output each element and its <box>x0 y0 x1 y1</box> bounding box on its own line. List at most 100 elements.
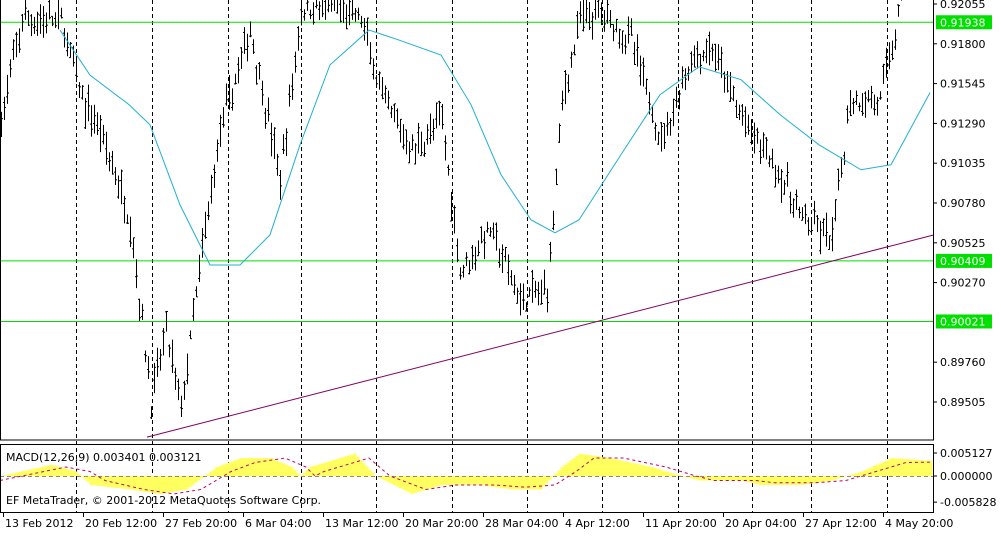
price-bar <box>705 38 708 64</box>
price-bar <box>669 118 672 136</box>
price-bar <box>741 103 744 126</box>
price-bar <box>444 135 447 161</box>
price-bar <box>84 98 87 129</box>
price-bar <box>651 105 654 123</box>
price-bar <box>609 10 612 28</box>
price-bar <box>213 164 216 188</box>
price-bar <box>150 406 153 419</box>
price-bar <box>801 207 804 221</box>
price-bar <box>828 235 831 251</box>
price-bar <box>546 288 549 313</box>
price-bar <box>876 96 879 116</box>
price-bar <box>642 57 645 87</box>
price-bar <box>210 174 213 204</box>
price-bar <box>393 103 396 123</box>
price-bar <box>732 85 735 102</box>
price-bar <box>516 287 519 304</box>
price-bar <box>231 88 234 111</box>
price-bar <box>303 9 306 21</box>
price-label: 0.90780 <box>940 197 986 210</box>
price-bar <box>891 40 894 61</box>
price-bar <box>699 53 702 75</box>
price-bar <box>753 122 756 154</box>
time-label: 13 Mar 12:00 <box>325 517 398 530</box>
price-bar <box>156 347 159 377</box>
price-bar <box>564 70 567 105</box>
price-bar <box>78 82 81 98</box>
price-bar <box>147 356 150 380</box>
price-bar <box>309 9 312 20</box>
price-bar <box>690 51 693 73</box>
price-bar <box>840 157 843 178</box>
price-bar <box>81 85 84 100</box>
price-bar <box>168 344 171 358</box>
price-bar <box>720 46 723 78</box>
price-label: 0.89505 <box>940 396 986 409</box>
macd-panel-frame <box>0 444 934 513</box>
price-bar <box>48 0 51 20</box>
price-bar <box>189 330 192 340</box>
price-bar <box>237 57 240 84</box>
time-label: 4 Apr 12:00 <box>565 517 630 530</box>
price-bar <box>471 244 474 270</box>
price-bar <box>633 41 636 66</box>
price-bar <box>204 211 207 239</box>
price-bar <box>207 201 210 221</box>
price-bar <box>858 102 861 112</box>
price-bar <box>873 94 876 116</box>
price-bar <box>888 42 891 70</box>
price-bar <box>36 11 39 36</box>
price-bar <box>489 226 492 237</box>
price-bar <box>702 50 705 62</box>
price-bar <box>18 28 21 53</box>
price-bar <box>75 56 78 83</box>
time-label: 4 May 20:00 <box>885 517 953 530</box>
price-bar <box>192 297 195 321</box>
price-bar <box>606 0 609 24</box>
price-bar <box>51 15 54 27</box>
price-bar <box>771 148 774 169</box>
price-bar <box>579 1 582 24</box>
trendline[interactable] <box>146 234 934 438</box>
time-label: 20 Apr 04:00 <box>725 517 797 530</box>
time-label: 6 Mar 04:00 <box>245 517 311 530</box>
time-label: 11 Apr 20:00 <box>645 517 717 530</box>
price-bar <box>459 267 462 280</box>
price-bar <box>792 198 795 218</box>
price-bar <box>198 254 201 282</box>
price-bar <box>267 97 270 122</box>
price-bar <box>402 124 405 150</box>
price-bar <box>387 90 390 110</box>
price-bar <box>183 380 186 400</box>
price-bar <box>870 85 873 109</box>
price-bar <box>765 137 768 160</box>
price-bar <box>525 302 528 312</box>
price-bar <box>423 141 426 157</box>
price-bar <box>561 90 564 111</box>
price-bar <box>714 43 717 72</box>
price-bar <box>30 14 33 37</box>
price-bar <box>435 102 438 129</box>
price-bar <box>117 175 120 199</box>
price-bar <box>591 12 594 40</box>
price-bar <box>69 41 72 59</box>
price-bar <box>660 122 663 152</box>
price-bar <box>852 97 855 115</box>
price-bar <box>126 214 129 225</box>
price-bar <box>783 179 786 195</box>
price-label: 0.90270 <box>940 277 986 290</box>
price-bar <box>405 129 408 155</box>
price-bar <box>468 259 471 275</box>
price-bar <box>834 199 837 222</box>
price-bar <box>492 222 495 240</box>
price-bar <box>657 131 660 145</box>
price-bar <box>240 47 243 69</box>
price-bar <box>111 150 114 175</box>
price-bar <box>42 6 45 38</box>
price-bar <box>867 90 870 103</box>
price-bar <box>261 80 264 106</box>
price-bar <box>747 114 750 135</box>
price-bar <box>447 164 450 176</box>
